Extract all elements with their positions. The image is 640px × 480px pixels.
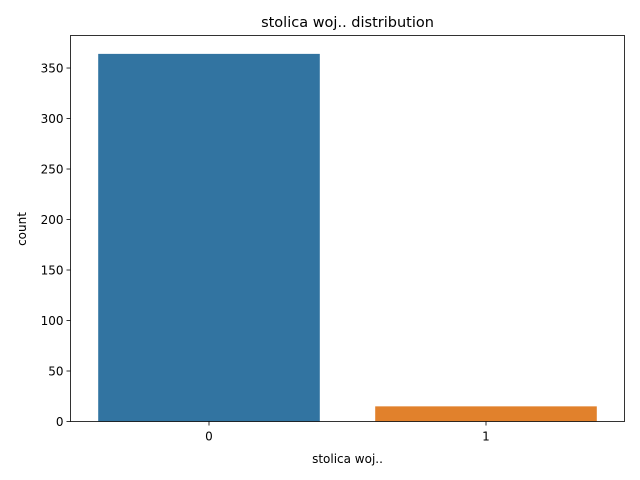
y-tick-label: 0 (56, 415, 64, 429)
y-tick-label: 350 (41, 62, 64, 76)
bar-0 (98, 53, 320, 422)
plot-frame (70, 35, 625, 422)
y-tick-label: 250 (41, 163, 64, 177)
y-axis-ticks: 0 50 100 150 200 250 300 350 (41, 62, 71, 429)
y-tick-label: 150 (41, 264, 64, 278)
x-tick-label: 1 (482, 430, 490, 444)
x-tick-label: 0 (205, 430, 213, 444)
y-tick-label: 50 (48, 365, 63, 379)
x-axis-label: stolica woj.. (312, 452, 383, 466)
chart-title: stolica woj.. distribution (261, 15, 434, 31)
y-tick-label: 200 (41, 213, 64, 227)
y-tick-label: 100 (41, 314, 64, 328)
y-tick-label: 300 (41, 112, 64, 126)
bar-1 (375, 406, 597, 422)
bars (98, 53, 597, 422)
y-axis-label: count (15, 212, 29, 246)
